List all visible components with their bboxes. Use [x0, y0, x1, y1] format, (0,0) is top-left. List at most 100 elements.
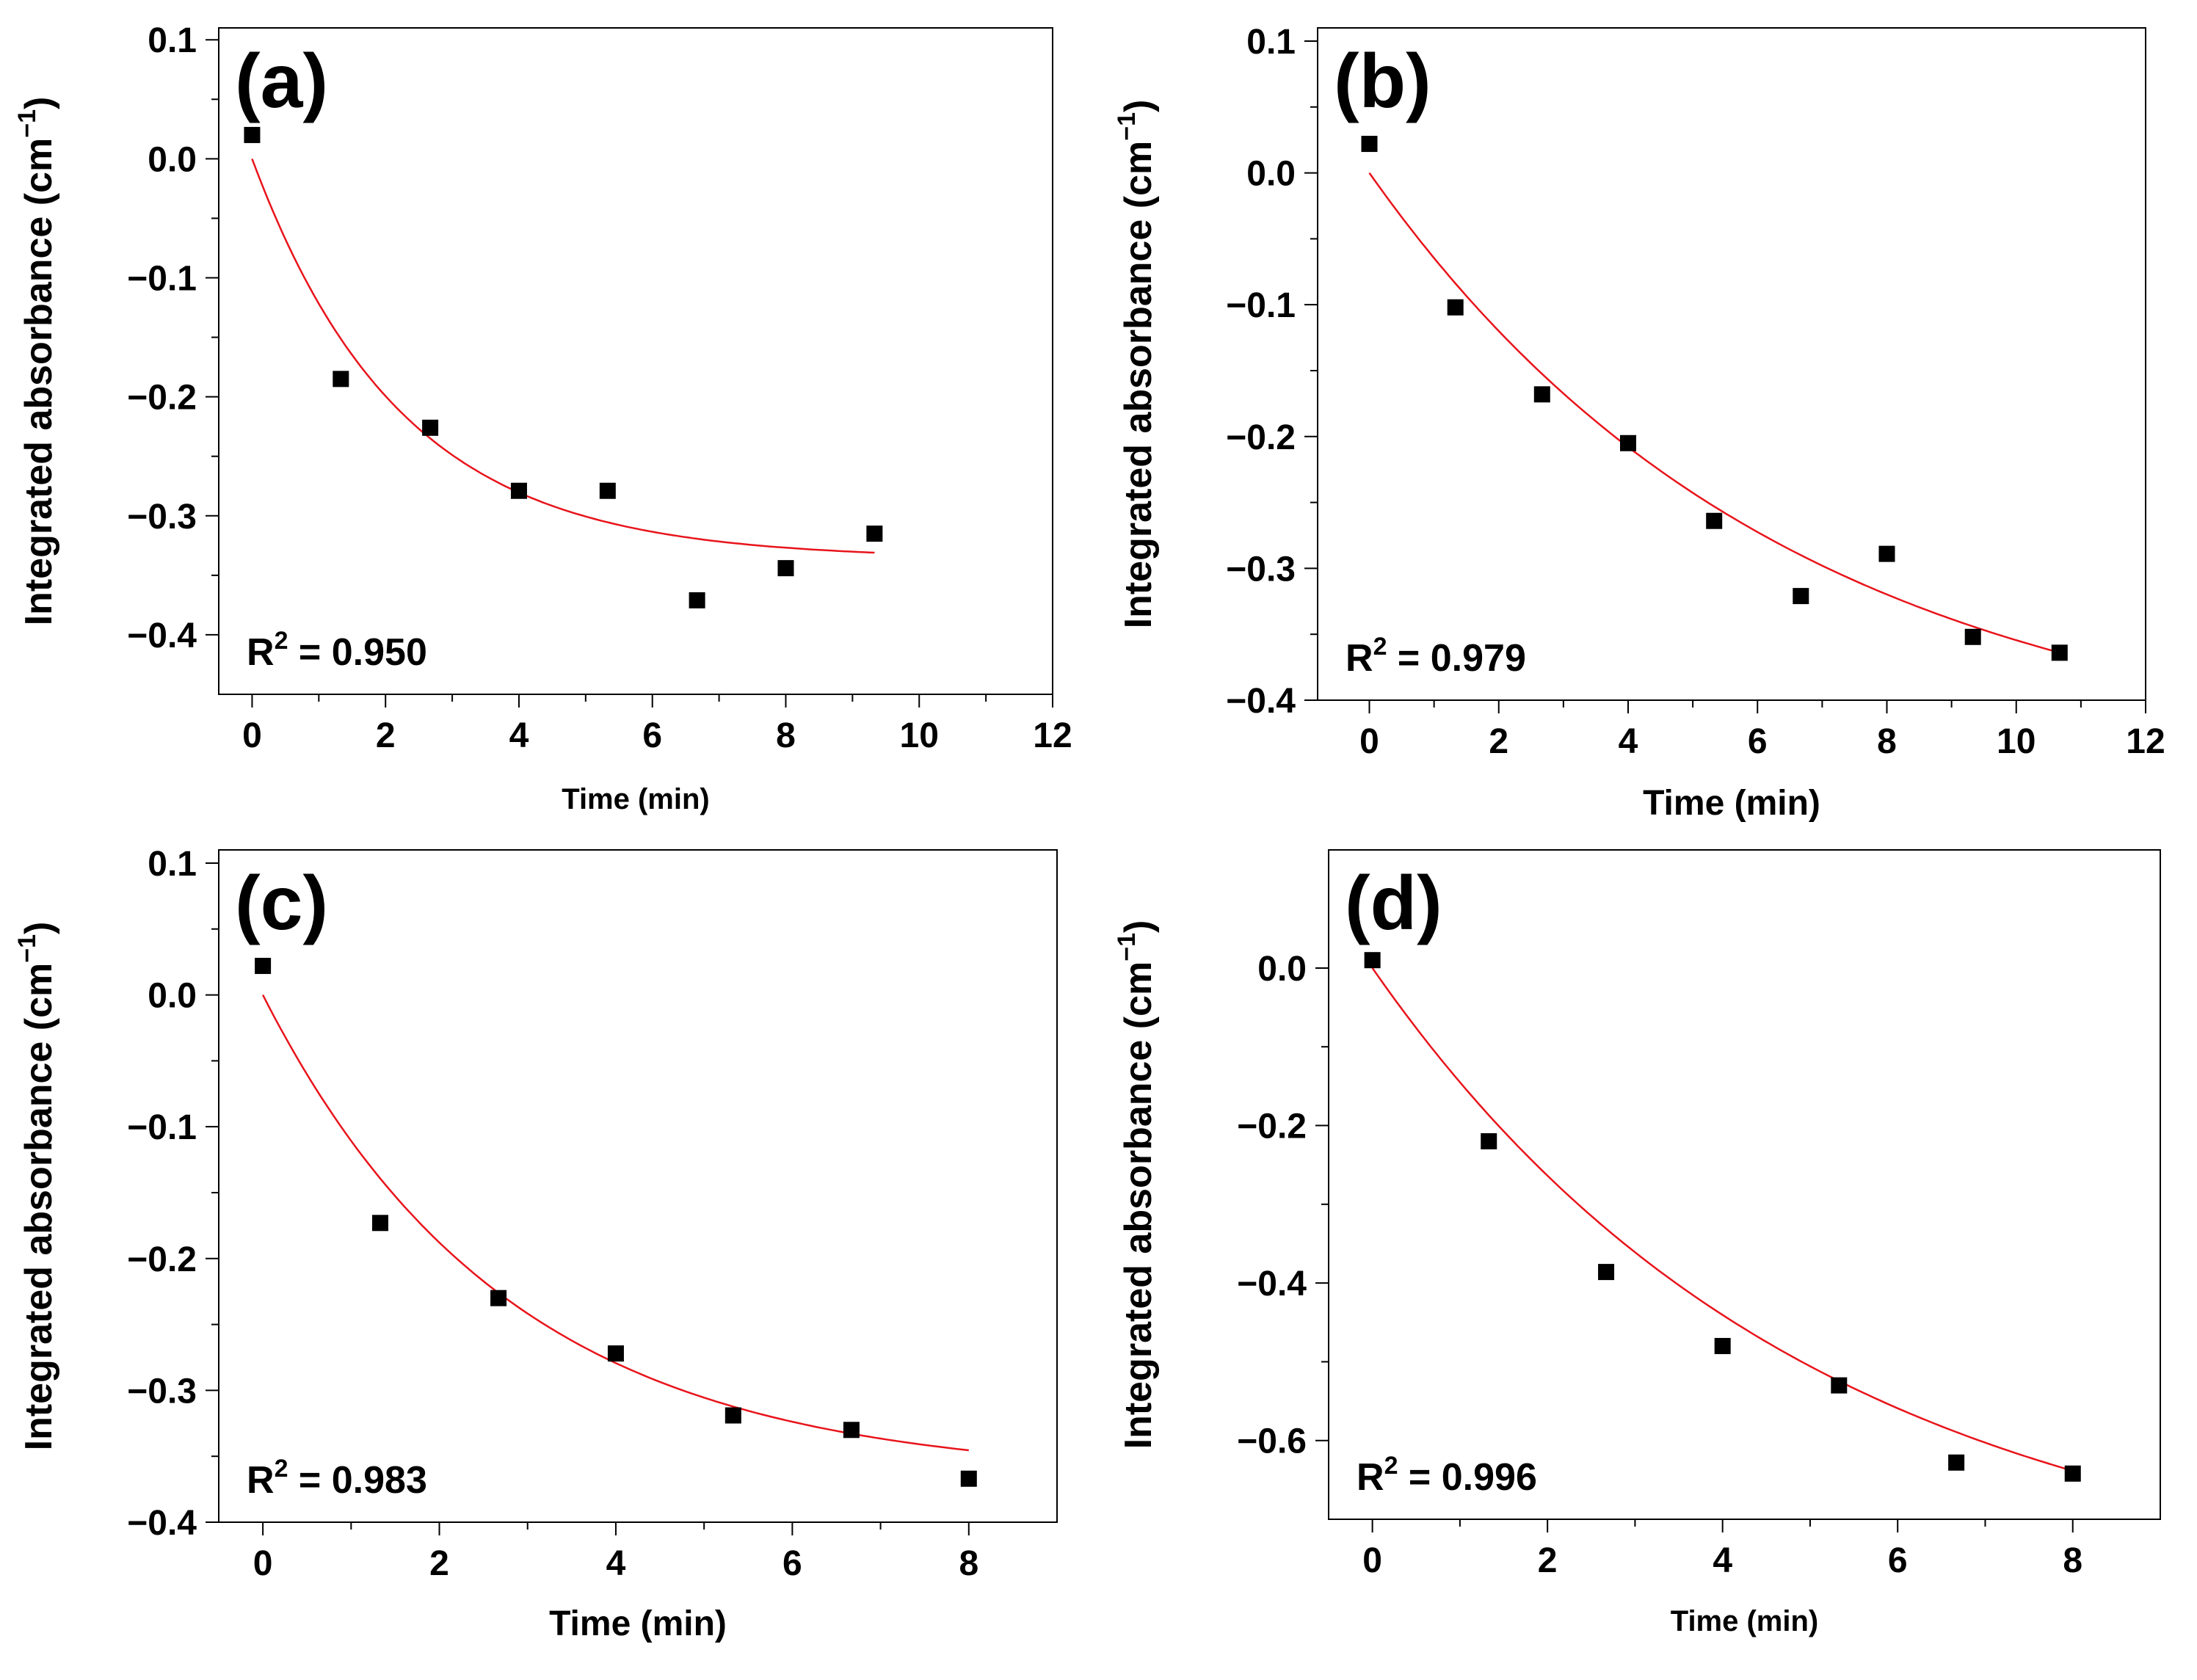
plot-frame-b	[1317, 27, 2146, 701]
data-point	[1361, 136, 1378, 153]
panel-b: 0 2 4 6 8 10 12 0.1 0.0 −0.1 −0.2 −0.3 −0.4 (b) R2 = 0…	[1113, 23, 2165, 823]
x-tick-label: 10	[900, 716, 939, 755]
y-tick-label: −0.1	[1226, 286, 1296, 325]
x-tick-label: 2	[376, 716, 396, 755]
r-squared-label: R2 = 0.983	[247, 1455, 427, 1502]
x-axis-label: Time (min)	[1671, 1605, 1819, 1637]
x-tick-label: 6	[782, 1544, 802, 1583]
y-tick-label: −0.2	[127, 1240, 197, 1279]
panel-d: 0 2 4 6 8 0.0 −0.2 −0.4 −0.6 (d) R2 = 0.996 Time (m…	[1113, 849, 2161, 1637]
x-tick-label: 0	[242, 716, 262, 755]
data-point	[255, 958, 272, 975]
x-tick-label: 6	[1888, 1541, 1908, 1580]
panel-label: (d)	[1345, 861, 1442, 946]
data-point	[866, 526, 883, 542]
y-tick-label: 0.0	[148, 977, 197, 1016]
y-axis-label: Integrated absorbance (cm−1)	[13, 922, 60, 1451]
data-point	[843, 1422, 860, 1439]
y-tick-label: −0.2	[127, 379, 197, 418]
y-axis-label: Integrated absorbance (cm−1)	[1113, 100, 1160, 629]
y-axis-label: Integrated absorbance (cm−1)	[1113, 920, 1160, 1450]
x-axis-label: Time (min)	[549, 1604, 727, 1643]
x-tick-label: 12	[1033, 716, 1072, 755]
y-tick-label: 0.0	[148, 140, 197, 179]
y-tick-label: −0.4	[127, 617, 197, 655]
data-point	[244, 126, 261, 143]
panel-label: (c)	[235, 861, 328, 946]
plot-frame-a	[218, 27, 1053, 695]
data-point	[2051, 644, 2068, 661]
y-axis-label: Integrated absorbance (cm−1)	[13, 97, 60, 626]
y-tick-label: −0.1	[127, 1108, 197, 1147]
x-tick-label: 8	[1877, 722, 1897, 761]
fit-curve	[1368, 172, 2060, 654]
x-tick-label: 0	[1362, 1541, 1382, 1580]
data-point	[1878, 545, 1895, 562]
y-tick-label: −0.3	[127, 1372, 197, 1411]
data-point	[1481, 1132, 1497, 1149]
r-squared-label: R2 = 0.996	[1357, 1452, 1537, 1499]
x-tick-label: 6	[1748, 722, 1768, 761]
y-tick-label: −0.3	[127, 498, 197, 537]
y-tick-label: −0.1	[127, 260, 197, 299]
x-axis-label: Time (min)	[1643, 784, 1820, 823]
x-tick-label: 10	[1997, 722, 2036, 761]
data-point	[1447, 299, 1464, 316]
data-point	[1620, 434, 1636, 451]
y-tick-label: 0.1	[1246, 23, 1296, 62]
data-point	[1706, 512, 1723, 529]
panel-label: (a)	[235, 39, 328, 124]
panel-c: 0 2 4 6 8 0.1 0.0 −0.1 −0.2 −0.3 −0.4 (c) R2 = 0.983…	[13, 845, 1058, 1643]
y-tick-label: 0.1	[148, 845, 197, 884]
y-tick-label: −0.3	[1226, 550, 1296, 589]
x-tick-label: 8	[959, 1544, 978, 1583]
data-point	[371, 1215, 388, 1232]
data-point	[490, 1290, 507, 1306]
data-point	[422, 419, 439, 436]
y-tick-label: −0.6	[1237, 1422, 1307, 1461]
data-point	[607, 1345, 624, 1362]
data-point	[599, 482, 616, 499]
data-point	[2064, 1465, 2081, 1482]
data-point	[333, 371, 349, 388]
r-squared-label: R2 = 0.950	[247, 627, 427, 674]
data-point	[1598, 1264, 1615, 1281]
x-tick-label: 2	[1489, 722, 1508, 761]
panel-a: 0 2 4 6 8 10 12 0.1 0.0 −0.1 −0.2 −0.3 −0.4 (a) R2 = 0…	[13, 21, 1072, 815]
fit-curve	[1371, 967, 2074, 1472]
x-axis-label: Time (min)	[562, 783, 710, 815]
x-tick-label: 4	[1619, 722, 1638, 761]
data-point	[960, 1470, 977, 1487]
data-point	[1831, 1377, 1848, 1394]
data-point	[1364, 952, 1381, 969]
x-tick-label: 4	[1713, 1541, 1732, 1580]
y-tick-label: 0.0	[1246, 155, 1296, 194]
x-tick-label: 4	[509, 716, 529, 755]
plot-frame-d	[1328, 849, 2161, 1520]
x-tick-label: 2	[429, 1544, 449, 1583]
x-tick-label: 12	[2126, 722, 2165, 761]
y-tick-label: −0.4	[1237, 1265, 1307, 1303]
panel-label: (b)	[1334, 39, 1431, 124]
data-point	[1964, 628, 1981, 645]
x-tick-label: 4	[606, 1544, 626, 1583]
r-squared-label: R2 = 0.979	[1346, 633, 1526, 680]
y-tick-label: 0.0	[1257, 950, 1307, 989]
fit-curve	[261, 994, 969, 1452]
x-tick-label: 8	[776, 716, 796, 755]
data-point	[510, 482, 527, 499]
x-tick-label: 6	[642, 716, 662, 755]
y-tick-label: 0.1	[148, 21, 197, 60]
data-point	[1948, 1454, 1965, 1471]
data-point	[1793, 588, 1809, 605]
data-point	[1533, 386, 1550, 403]
y-tick-label: −0.4	[1226, 682, 1296, 721]
x-tick-label: 8	[2063, 1541, 2082, 1580]
data-point	[689, 592, 705, 608]
plot-frame-c	[218, 849, 1058, 1523]
x-tick-label: 0	[253, 1544, 273, 1583]
y-tick-label: −0.2	[1237, 1108, 1307, 1146]
data-point	[777, 560, 794, 577]
data-point	[725, 1407, 741, 1424]
